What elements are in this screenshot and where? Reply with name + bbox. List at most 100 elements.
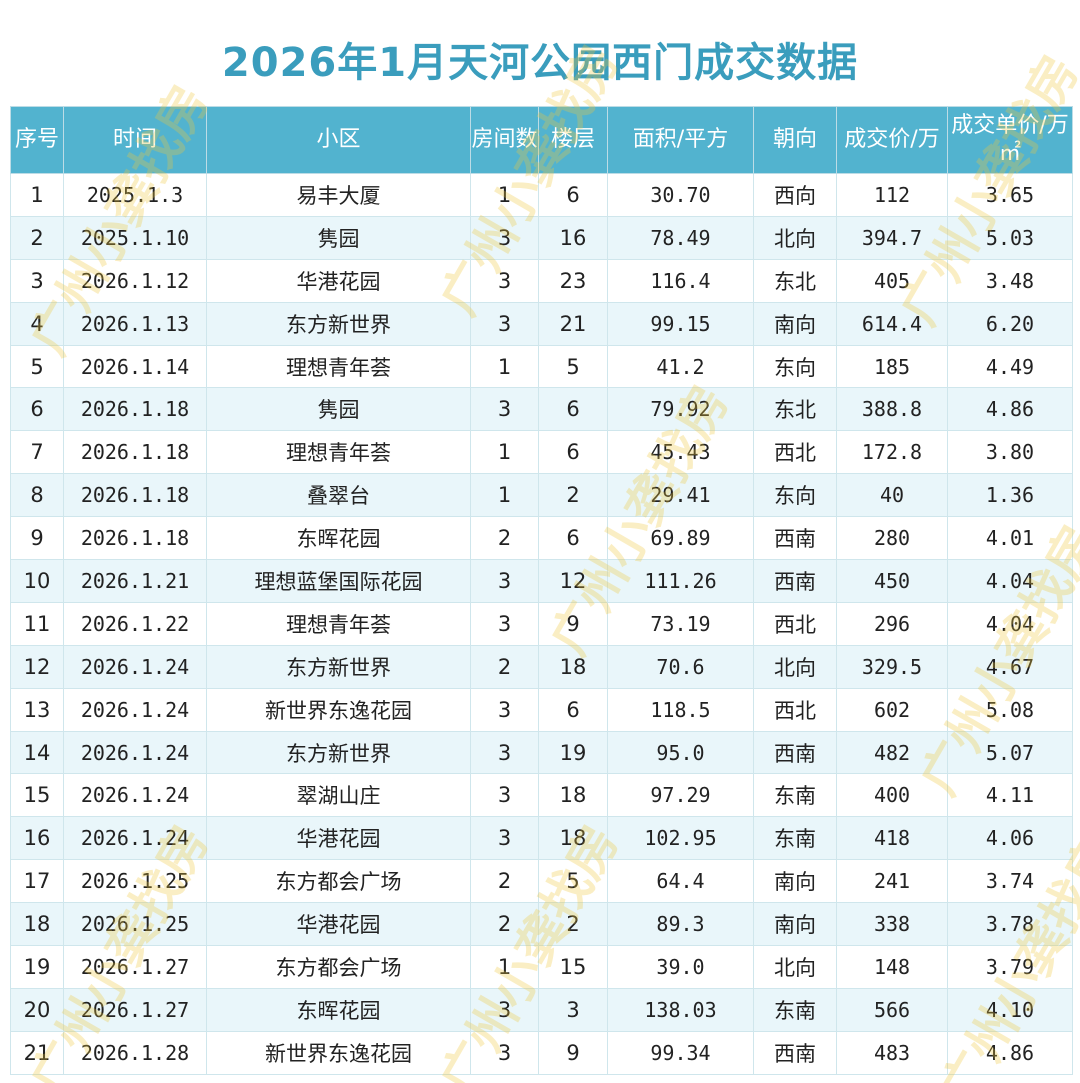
cell-price: 614.4 [836, 301, 948, 346]
cell-date: 2026.1.27 [63, 945, 207, 989]
cell-unit-price: 3.65 [947, 173, 1073, 217]
cell-date: 2026.1.28 [63, 1030, 207, 1075]
cell-price: 483 [836, 1030, 948, 1075]
cell-serial: 5 [10, 344, 64, 389]
cell-orientation: 南向 [753, 301, 837, 346]
cell-serial: 20 [10, 987, 64, 1032]
cell-rooms: 2 [470, 516, 539, 561]
cell-date: 2026.1.24 [63, 816, 207, 861]
cell-floor: 6 [538, 687, 608, 732]
cell-rooms: 3 [470, 1030, 539, 1075]
cell-rooms: 2 [470, 902, 539, 947]
cell-floor: 6 [538, 430, 608, 475]
cell-serial: 8 [10, 473, 64, 518]
header-area: 面积/平方 [607, 106, 754, 174]
cell-price: 566 [836, 987, 948, 1032]
cell-rooms: 3 [470, 387, 539, 432]
cell-orientation: 北向 [753, 215, 837, 260]
cell-price: 185 [836, 344, 948, 389]
cell-floor: 5 [538, 859, 608, 904]
cell-serial: 10 [10, 559, 64, 603]
cell-unit-price: 3.48 [947, 258, 1073, 303]
cell-area: 70.6 [607, 644, 754, 689]
cell-area: 30.70 [607, 173, 754, 217]
cell-unit-price: 5.07 [947, 730, 1073, 775]
cell-orientation: 东向 [753, 344, 837, 389]
table-row: 5 2026.1.14 理想青年荟 1 5 41.2 东向 185 4.49 [10, 344, 1073, 389]
cell-community: 东方新世界 [206, 644, 471, 689]
cell-price: 329.5 [836, 644, 948, 689]
cell-rooms: 3 [470, 258, 539, 303]
cell-date: 2026.1.24 [63, 773, 207, 818]
cell-community: 隽园 [206, 215, 471, 260]
cell-unit-price: 4.86 [947, 387, 1073, 432]
cell-area: 102.95 [607, 816, 754, 861]
cell-serial: 9 [10, 516, 64, 561]
header-orientation: 朝向 [753, 106, 837, 174]
cell-floor: 16 [538, 215, 608, 260]
cell-rooms: 1 [470, 344, 539, 389]
cell-date: 2026.1.21 [63, 559, 207, 603]
cell-orientation: 东南 [753, 987, 837, 1032]
cell-rooms: 3 [470, 559, 539, 603]
cell-floor: 9 [538, 601, 608, 646]
header-floor: 楼层 [538, 106, 608, 174]
cell-rooms: 2 [470, 644, 539, 689]
cell-date: 2025.1.10 [63, 215, 207, 260]
table-row: 4 2026.1.13 东方新世界 3 21 99.15 南向 614.4 6.20 [10, 301, 1073, 346]
cell-area: 111.26 [607, 559, 754, 603]
cell-rooms: 1 [470, 473, 539, 518]
cell-unit-price: 4.49 [947, 344, 1073, 389]
cell-floor: 6 [538, 387, 608, 432]
cell-rooms: 2 [470, 859, 539, 904]
table-row: 13 2026.1.24 新世界东逸花园 3 6 118.5 西北 602 5.08 [10, 687, 1073, 732]
cell-floor: 6 [538, 516, 608, 561]
cell-floor: 23 [538, 258, 608, 303]
cell-area: 79.92 [607, 387, 754, 432]
cell-area: 97.29 [607, 773, 754, 818]
header-price: 成交价/万 [836, 106, 948, 174]
cell-orientation: 西北 [753, 601, 837, 646]
page-title: 2026年1月天河公园西门成交数据 [221, 40, 859, 86]
cell-unit-price: 4.04 [947, 559, 1073, 603]
cell-date: 2026.1.24 [63, 687, 207, 732]
cell-price: 400 [836, 773, 948, 818]
cell-serial: 3 [10, 258, 64, 303]
cell-unit-price: 3.74 [947, 859, 1073, 904]
table-row: 11 2026.1.22 理想青年荟 3 9 73.19 西北 296 4.04 [10, 601, 1073, 646]
table-row: 18 2026.1.25 华港花园 2 2 89.3 南向 338 3.78 [10, 902, 1073, 947]
table-row: 21 2026.1.28 新世界东逸花园 3 9 99.34 西南 483 4.86 [10, 1030, 1073, 1075]
cell-orientation: 南向 [753, 859, 837, 904]
cell-price: 296 [836, 601, 948, 646]
cell-community: 东晖花园 [206, 987, 471, 1032]
cell-community: 理想青年荟 [206, 430, 471, 475]
cell-orientation: 西南 [753, 516, 837, 561]
cell-date: 2026.1.18 [63, 516, 207, 561]
cell-area: 64.4 [607, 859, 754, 904]
cell-serial: 19 [10, 945, 64, 989]
cell-price: 450 [836, 559, 948, 603]
cell-unit-price: 5.03 [947, 215, 1073, 260]
cell-floor: 12 [538, 559, 608, 603]
cell-date: 2026.1.18 [63, 430, 207, 475]
cell-area: 45.43 [607, 430, 754, 475]
cell-floor: 5 [538, 344, 608, 389]
cell-community: 翠湖山庄 [206, 773, 471, 818]
header-serial: 序号 [10, 106, 64, 174]
cell-orientation: 西向 [753, 173, 837, 217]
cell-orientation: 西北 [753, 430, 837, 475]
cell-unit-price: 4.67 [947, 644, 1073, 689]
cell-orientation: 南向 [753, 902, 837, 947]
cell-serial: 12 [10, 644, 64, 689]
cell-serial: 14 [10, 730, 64, 775]
cell-serial: 13 [10, 687, 64, 732]
cell-serial: 17 [10, 859, 64, 904]
cell-unit-price: 3.79 [947, 945, 1073, 989]
cell-community: 华港花园 [206, 902, 471, 947]
cell-orientation: 北向 [753, 644, 837, 689]
cell-unit-price: 6.20 [947, 301, 1073, 346]
cell-price: 394.7 [836, 215, 948, 260]
cell-area: 41.2 [607, 344, 754, 389]
cell-floor: 18 [538, 816, 608, 861]
cell-unit-price: 3.80 [947, 430, 1073, 475]
